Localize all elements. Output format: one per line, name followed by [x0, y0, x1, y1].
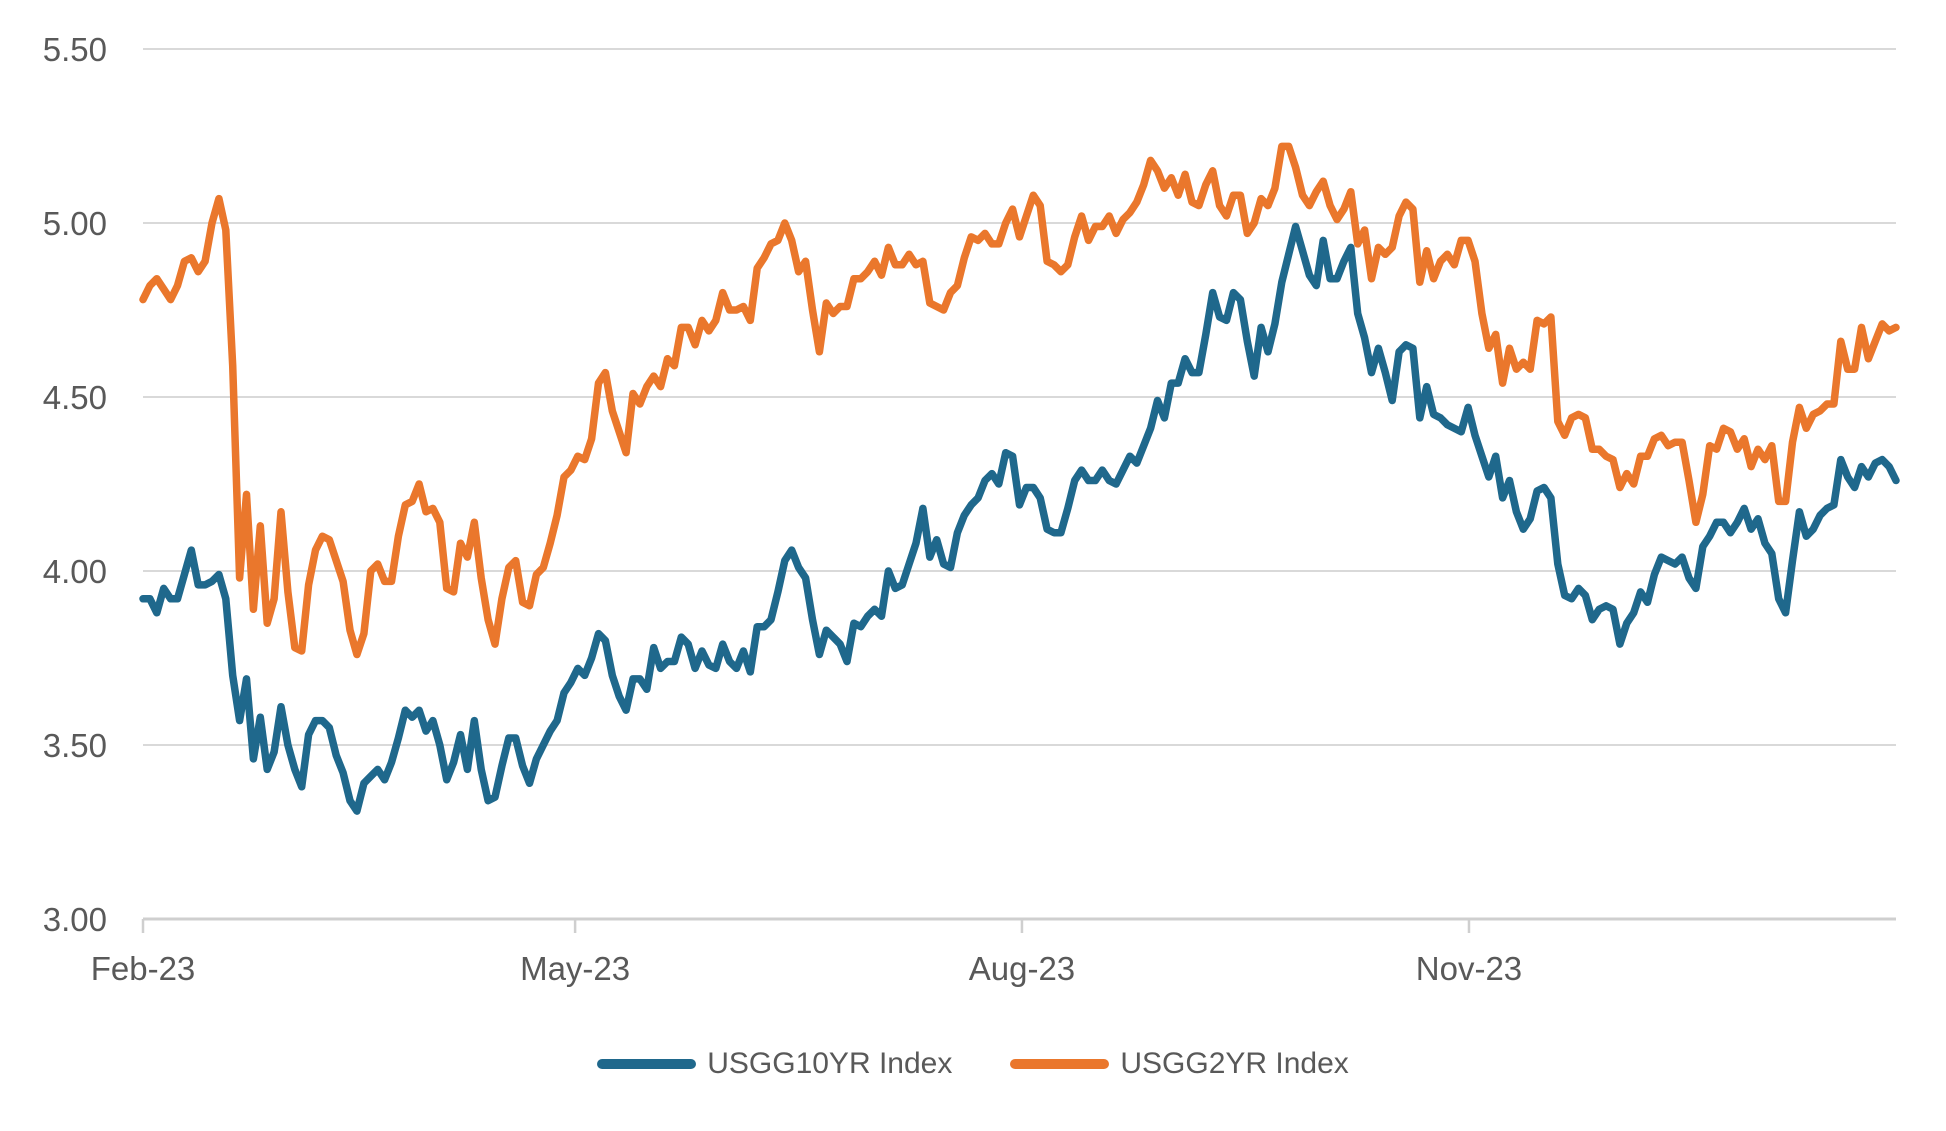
legend-label-usgg2yr: USGG2YR Index	[1120, 1047, 1349, 1080]
y-tick-label-5.00: 5.00	[43, 205, 107, 242]
legend-item-usgg10yr: USGG10YR Index	[597, 1046, 952, 1082]
x-tick-label-Nov-23: Nov-23	[1416, 950, 1522, 987]
x-tick-label-Feb-23: Feb-23	[91, 950, 196, 987]
usgg10yr-line-swatch-icon	[597, 1059, 697, 1069]
y-tick-label-3.00: 3.00	[43, 901, 107, 938]
series-line-usgg2yr	[139, 142, 1900, 659]
x-tick-label-Aug-23: Aug-23	[969, 950, 1075, 987]
x-tick-label-May-23: May-23	[520, 950, 630, 987]
series-line-usgg10yr	[139, 222, 1900, 815]
y-tick-label-5.50: 5.50	[43, 31, 107, 68]
y-tick-label-4.50: 4.50	[43, 379, 107, 416]
legend-label-usgg10yr: USGG10YR Index	[707, 1047, 953, 1080]
usgg2yr-line-swatch-icon	[1010, 1059, 1110, 1069]
y-tick-label-4.00: 4.00	[43, 553, 107, 590]
legend-item-usgg2yr: USGG2YR Index	[1010, 1046, 1349, 1082]
y-tick-label-3.50: 3.50	[43, 727, 107, 764]
chart-legend: USGG10YR Index USGG2YR Index	[0, 1046, 1946, 1082]
